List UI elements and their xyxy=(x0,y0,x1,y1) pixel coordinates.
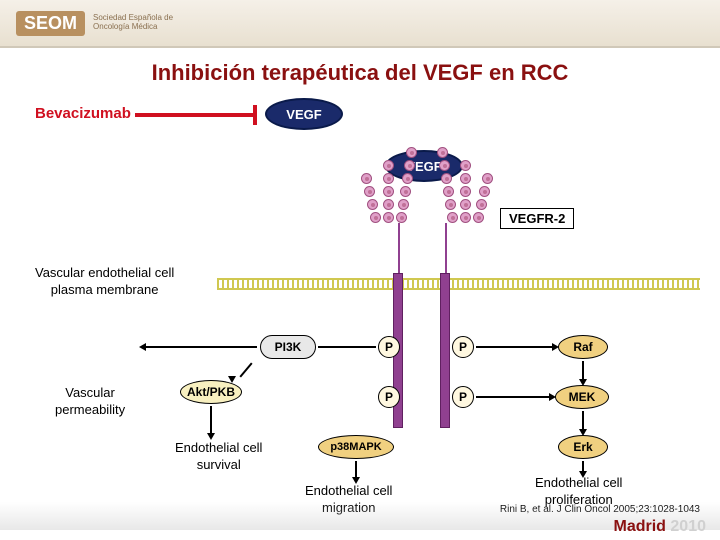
receptor-bead xyxy=(460,212,471,223)
arrow-akt-surv xyxy=(210,406,212,434)
receptor-bead xyxy=(364,186,375,197)
p-circle-1: P xyxy=(378,336,400,358)
receptor-bead xyxy=(439,160,450,171)
receptor-bead xyxy=(396,212,407,223)
slide-title: Inhibición terapéutica del VEGF en RCC xyxy=(0,60,720,86)
receptor-bead xyxy=(383,186,394,197)
skyline-graphic xyxy=(0,502,720,530)
raf-node: Raf xyxy=(558,335,608,359)
receptor-bead xyxy=(383,199,394,210)
receptor-bead xyxy=(460,186,471,197)
logo-subtitle: Sociedad Española de Oncología Médica xyxy=(93,14,173,32)
arrow-raf-mek xyxy=(582,361,584,381)
pi3k-node: PI3K xyxy=(260,335,316,359)
receptor-bead xyxy=(460,199,471,210)
inhibit-cap xyxy=(253,105,257,125)
membrane-label: Vascular endothelial cell plasma membran… xyxy=(35,265,174,299)
p-circle-3: P xyxy=(378,386,400,408)
receptor-bead xyxy=(482,173,493,184)
arrow-p-pi3k xyxy=(318,346,376,348)
arrow-head xyxy=(352,477,360,484)
p38mapk-node: p38MAPK xyxy=(318,435,394,459)
arrow-head xyxy=(228,376,236,383)
pathway-diagram: Bevacizumab VEGF VEGF VEGFR-2 Vascular e… xyxy=(0,95,720,500)
receptor-bead xyxy=(361,173,372,184)
p-circle-4: P xyxy=(452,386,474,408)
receptor-bead xyxy=(479,186,490,197)
receptor-connector xyxy=(445,223,447,275)
logo-area: SEOM Sociedad Española de Oncología Médi… xyxy=(16,11,173,36)
vascular-permeability-label: Vascular permeability xyxy=(55,385,125,419)
receptor-bead xyxy=(447,212,458,223)
receptor-bead xyxy=(406,147,417,158)
arrow-pi3k-left xyxy=(145,346,257,348)
mek-node: MEK xyxy=(555,385,609,409)
inhibit-line xyxy=(135,113,255,117)
receptor-bead xyxy=(400,186,411,197)
header-bar: SEOM Sociedad Española de Oncología Médi… xyxy=(0,0,720,48)
arrow-head xyxy=(549,393,556,401)
logo-text: SEOM xyxy=(16,11,85,36)
drug-label: Bevacizumab xyxy=(35,105,131,122)
endothelial-survival-label: Endothelial cell survival xyxy=(175,440,262,474)
receptor-connector xyxy=(398,223,400,275)
receptor-bead xyxy=(367,199,378,210)
arrow-head xyxy=(579,471,587,478)
receptor-bead xyxy=(476,199,487,210)
receptor-bead xyxy=(437,147,448,158)
receptor-bead xyxy=(402,173,413,184)
receptor-bead xyxy=(460,160,471,171)
receptor-bead xyxy=(443,186,454,197)
arrow-head xyxy=(139,343,146,351)
receptor-bead xyxy=(370,212,381,223)
arrow-head xyxy=(579,379,587,386)
arrow-p-mek xyxy=(476,396,551,398)
receptor-bead xyxy=(404,160,415,171)
receptor-bead xyxy=(383,160,394,171)
arrow-pi3k-akt xyxy=(239,362,252,377)
receptor-bead xyxy=(460,173,471,184)
receptor-bead xyxy=(383,173,394,184)
vegf-node-1: VEGF xyxy=(265,98,343,130)
footer-location: Madrid 2010 xyxy=(614,518,707,536)
footer: Madrid 2010 xyxy=(0,502,720,540)
receptor-bead xyxy=(473,212,484,223)
erk-node: Erk xyxy=(558,435,608,459)
vegfr2-label: VEGFR-2 xyxy=(500,208,574,229)
receptor-stem-2 xyxy=(440,273,450,428)
arrow-head xyxy=(579,429,587,436)
plasma-membrane xyxy=(217,278,700,290)
receptor-bead xyxy=(383,212,394,223)
akt-node: Akt/PKB xyxy=(180,380,242,404)
receptor-bead xyxy=(398,199,409,210)
p-circle-2: P xyxy=(452,336,474,358)
arrow-mek-erk xyxy=(582,411,584,431)
arrow-head xyxy=(552,343,559,351)
arrow-head xyxy=(207,433,215,440)
receptor-bead xyxy=(445,199,456,210)
receptor-bead xyxy=(441,173,452,184)
arrow-p-raf xyxy=(476,346,554,348)
